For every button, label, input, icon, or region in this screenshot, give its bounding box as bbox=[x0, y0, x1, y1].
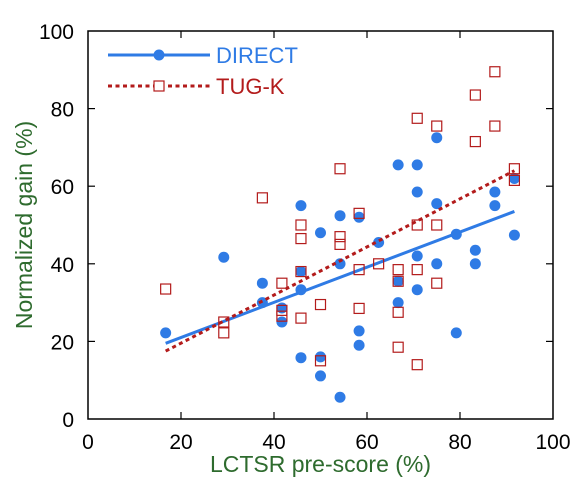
point-tug-k bbox=[295, 219, 307, 231]
point-tug-k bbox=[431, 277, 443, 289]
point-direct bbox=[450, 327, 462, 339]
point-tug-k bbox=[353, 207, 365, 219]
y-axis-title: Normalized gain (%) bbox=[11, 121, 37, 329]
point-direct bbox=[334, 210, 346, 222]
point-direct bbox=[411, 284, 423, 296]
x-tick-label: 20 bbox=[169, 431, 192, 454]
marks-layer bbox=[160, 66, 521, 403]
point-direct bbox=[160, 327, 172, 339]
point-tug-k bbox=[469, 89, 481, 101]
point-direct bbox=[315, 351, 326, 363]
point-direct bbox=[315, 227, 326, 239]
point-direct bbox=[295, 200, 307, 212]
point-direct bbox=[392, 275, 404, 287]
point-tug-k bbox=[276, 304, 288, 316]
point-direct bbox=[276, 302, 288, 314]
point-tug-k bbox=[314, 298, 327, 311]
point-direct bbox=[411, 250, 423, 262]
point-direct bbox=[431, 258, 443, 270]
y-tick-label: 60 bbox=[51, 176, 74, 199]
point-direct bbox=[431, 198, 443, 210]
x-axis-title: LCTSR pre-score (%) bbox=[210, 451, 431, 477]
point-tug-k bbox=[489, 66, 501, 78]
point-tug-k bbox=[295, 312, 307, 324]
y-tick-label: 20 bbox=[51, 331, 74, 354]
point-tug-k bbox=[392, 275, 404, 287]
point-tug-k bbox=[411, 112, 423, 124]
point-direct bbox=[353, 325, 365, 337]
point-tug-k bbox=[353, 264, 365, 276]
point-direct bbox=[218, 251, 230, 263]
fit-line-tug-k bbox=[164, 169, 516, 353]
legend-marker-tug-k bbox=[153, 80, 165, 92]
point-direct bbox=[411, 186, 423, 198]
point-direct bbox=[353, 211, 365, 223]
point-tug-k bbox=[508, 163, 521, 175]
point-direct bbox=[431, 132, 443, 144]
point-tug-k bbox=[431, 120, 443, 132]
point-direct bbox=[469, 258, 481, 270]
point-direct bbox=[392, 297, 404, 309]
point-tug-k bbox=[218, 316, 230, 328]
point-tug-k bbox=[295, 265, 307, 278]
point-direct bbox=[508, 229, 520, 241]
point-direct bbox=[411, 159, 423, 171]
point-direct bbox=[276, 316, 288, 328]
ticks-layer: 0 20 40 60 80 100 0 20 40 60 80 100 bbox=[39, 21, 571, 454]
point-tug-k bbox=[334, 231, 346, 243]
point-tug-k bbox=[431, 219, 443, 231]
point-tug-k bbox=[276, 310, 288, 322]
point-tug-k bbox=[392, 306, 404, 318]
x-tick-label: 80 bbox=[448, 431, 471, 454]
point-tug-k bbox=[392, 341, 404, 353]
point-tug-k bbox=[314, 355, 327, 367]
point-direct bbox=[450, 228, 462, 240]
point-tug-k bbox=[218, 327, 230, 339]
x-tick-label: 100 bbox=[535, 431, 570, 454]
point-direct bbox=[489, 186, 501, 198]
y-tick-label: 40 bbox=[51, 254, 74, 277]
point-tug-k bbox=[256, 192, 268, 204]
point-tug-k bbox=[411, 219, 423, 231]
point-direct bbox=[489, 200, 501, 212]
point-tug-k bbox=[489, 120, 501, 132]
point-direct bbox=[469, 244, 481, 256]
point-tug-k bbox=[353, 302, 365, 315]
legend-label-direct: DIRECT bbox=[216, 43, 298, 68]
point-tug-k bbox=[411, 264, 423, 276]
y-tick-label: 80 bbox=[51, 99, 74, 122]
point-tug-k bbox=[373, 258, 385, 270]
legend-marker-direct bbox=[153, 49, 165, 61]
point-tug-k bbox=[469, 135, 481, 148]
y-tick-label: 100 bbox=[39, 21, 74, 44]
point-tug-k bbox=[295, 232, 307, 245]
point-tug-k bbox=[276, 277, 288, 289]
legend-label-tug-k: TUG-K bbox=[216, 74, 285, 99]
point-tug-k bbox=[508, 174, 521, 186]
point-direct bbox=[295, 352, 307, 364]
plot-frame bbox=[87, 30, 554, 420]
point-tug-k bbox=[160, 283, 172, 295]
legend: DIRECT TUG-K bbox=[108, 43, 298, 99]
point-direct bbox=[353, 339, 365, 351]
point-direct bbox=[256, 277, 268, 289]
point-direct bbox=[295, 284, 307, 296]
x-tick-label: 40 bbox=[262, 431, 285, 454]
x-tick-label: 0 bbox=[82, 431, 94, 454]
point-direct bbox=[334, 391, 346, 403]
point-direct bbox=[392, 159, 404, 171]
point-tug-k bbox=[411, 359, 423, 371]
point-tug-k bbox=[334, 238, 346, 250]
point-tug-k bbox=[334, 163, 346, 175]
point-tug-k bbox=[392, 264, 404, 276]
y-tick-label: 0 bbox=[62, 409, 74, 432]
point-direct bbox=[295, 266, 307, 278]
point-direct bbox=[508, 172, 520, 184]
point-direct bbox=[315, 370, 326, 382]
x-tick-label: 60 bbox=[355, 431, 378, 454]
